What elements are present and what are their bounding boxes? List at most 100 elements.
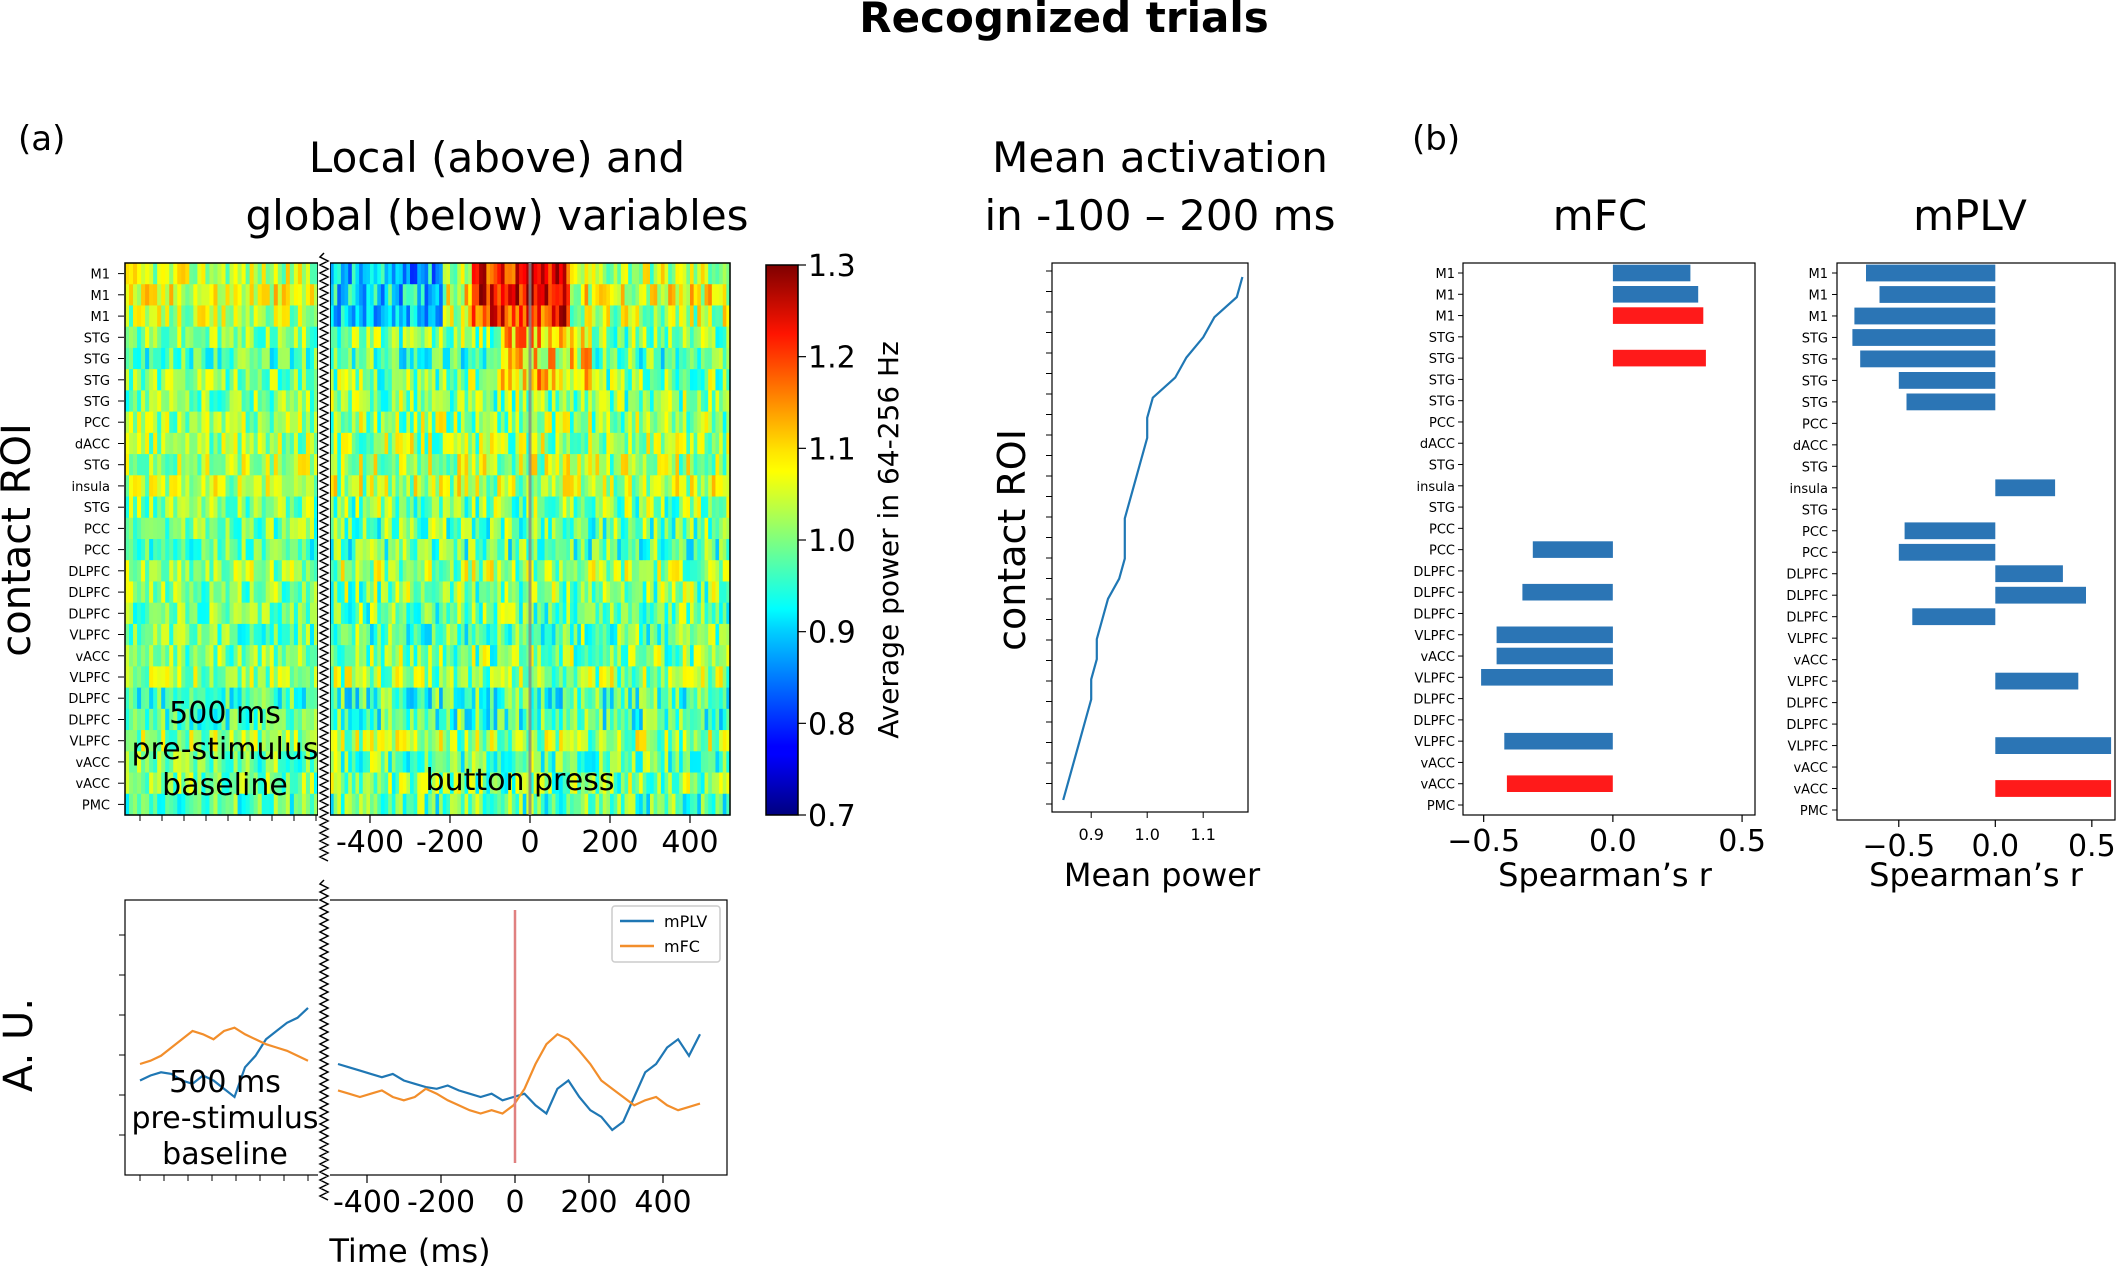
heatmap-cell (359, 730, 364, 752)
heatmap-cell (413, 496, 418, 519)
heatmap-cell (475, 284, 480, 307)
heatmap-cell (384, 496, 389, 519)
heatmap-cell (450, 305, 455, 328)
heatmap-cell (646, 390, 651, 413)
heatmap-cell (591, 687, 597, 710)
heatmap-cell (584, 666, 589, 689)
heatmap-cell (620, 560, 626, 583)
heatmap-cell (591, 517, 597, 540)
heatmap-cell (370, 730, 375, 752)
heatmap-cell (237, 772, 243, 795)
heatmap-cell (584, 560, 589, 583)
ts-line-mfc (337, 1033, 701, 1115)
heatmap-cell (366, 730, 371, 752)
heatmap-cell (359, 305, 364, 328)
heatmap-cell (639, 496, 644, 519)
heatmap-cell (482, 347, 487, 370)
heatmap-cell (457, 326, 462, 349)
heatmap-cell (205, 411, 211, 434)
heatmap-cell (333, 305, 338, 328)
heatmap-cell (388, 475, 393, 498)
heatmap-cell (726, 772, 731, 795)
heatmap-cell (330, 347, 335, 370)
heatmap-cell (631, 432, 637, 455)
heatmap-cell (241, 326, 247, 349)
heatmap-cell (468, 645, 473, 667)
heatmap-cell (253, 390, 259, 413)
heatmap-cell (370, 347, 375, 370)
heatmap-cell (668, 751, 673, 774)
heatmap-cell (281, 284, 287, 307)
heatmap-cell (249, 284, 255, 307)
heatmap-cell (690, 496, 695, 519)
heatmap-cell (471, 772, 477, 795)
heatmap-cell (471, 517, 477, 540)
heatmap-cell (482, 751, 487, 774)
heatmap-cell (413, 623, 418, 646)
heatmap-cell (686, 581, 691, 604)
heatmap-cell (181, 305, 186, 328)
heatmap-cell (460, 496, 466, 519)
heatmap-cell (377, 793, 382, 816)
heatmap-cell (344, 517, 349, 540)
heatmap-cell (540, 772, 546, 795)
heatmap-cell (125, 326, 130, 349)
heatmap-cell (366, 475, 371, 498)
heatmap-cell (237, 305, 243, 328)
heatmap-cell (129, 602, 134, 625)
heatmap-cell (402, 305, 407, 328)
heatmap-cell (165, 475, 170, 498)
heatmap-cell (366, 581, 371, 604)
heatmap-cell (682, 730, 687, 752)
heatmap-cell (650, 581, 655, 604)
heatmap-cell (366, 772, 371, 795)
heatmap-cell (508, 645, 513, 667)
heatmap-cell (221, 305, 227, 328)
heatmap-cell (711, 305, 717, 328)
heatmap-cell (679, 517, 684, 540)
mean-activation-line (1062, 276, 1244, 801)
heatmap-cell (221, 263, 227, 285)
heatmap-cell (719, 305, 724, 328)
heatmap-cell (225, 390, 231, 413)
heatmap-cell (682, 602, 687, 625)
heatmap-cell (664, 560, 669, 583)
heatmap-cell (628, 581, 633, 604)
heatmap-cell (479, 284, 484, 307)
heatmap-cell (149, 623, 154, 646)
heatmap-cell (305, 730, 311, 752)
heatmap-cell (464, 708, 469, 731)
heatmap-cell (475, 326, 480, 349)
heatmap-cell (690, 539, 695, 561)
heatmap-cell (620, 645, 626, 667)
heatmap-cell (241, 666, 247, 689)
heatmap-cell (602, 623, 607, 646)
heatmap-cell (708, 730, 713, 752)
heatmap-cell (573, 602, 578, 625)
heatmap-cell (562, 666, 567, 689)
heatmap-cell (617, 687, 622, 710)
heatmap-cell (281, 793, 287, 816)
heatmap-cell (245, 284, 251, 307)
heatmap-cell (475, 432, 480, 455)
timeseries-baseline-annotation: 500 ms pre-stimulus baseline (132, 1065, 319, 1172)
heatmap-cell (519, 560, 524, 583)
heatmap-cell (165, 369, 170, 391)
heatmap-cell (410, 284, 415, 307)
heatmap-cell (624, 793, 629, 816)
heatmap-cell (241, 263, 247, 285)
heatmap-cell (490, 730, 495, 752)
heatmap-cell (559, 369, 564, 391)
bar (1995, 565, 2063, 583)
heatmap-cell (125, 305, 130, 328)
heatmap-cell (241, 772, 247, 795)
heatmap-cell (413, 432, 418, 455)
heatmap-cell (530, 411, 535, 434)
heatmap-cell (435, 326, 440, 349)
heatmap-cell (209, 347, 215, 370)
heatmap-cell (362, 602, 367, 625)
heatmap-cell (233, 326, 239, 349)
heatmap-cell (173, 793, 178, 816)
heatmap-cell (169, 369, 174, 391)
heatmap-cell (420, 496, 426, 519)
